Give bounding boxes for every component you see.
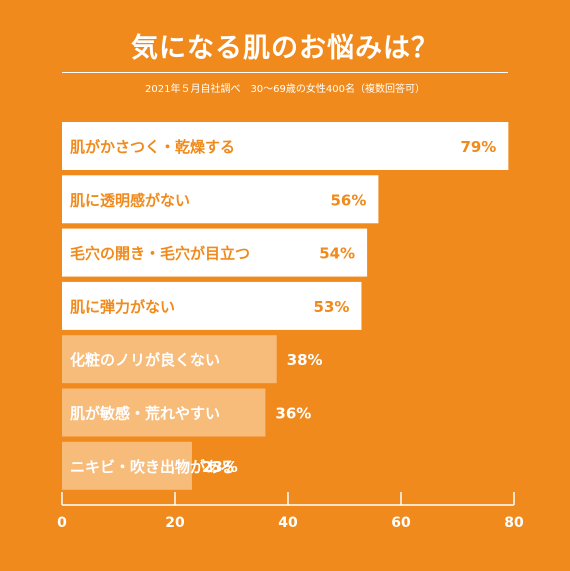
- x-tick-label: 60: [391, 515, 411, 531]
- bar: [62, 441, 192, 490]
- bar: [62, 228, 368, 277]
- bar-value-label: 53%: [314, 298, 350, 316]
- title-divider: [62, 72, 508, 73]
- bar-value-label: 38%: [287, 351, 323, 369]
- x-tick-label: 20: [165, 515, 185, 531]
- bar-category-label: 肌に透明感がない: [70, 191, 190, 209]
- bar-category-label: ニキビ・吹き出物がある: [70, 458, 235, 476]
- x-tick-label: 40: [278, 515, 298, 531]
- bar-category-label: 肌に弾力がない: [70, 298, 175, 316]
- chart-title: 気になる肌のお悩みは？: [131, 33, 439, 64]
- bar-category-label: 肌がかさつく・乾燥する: [70, 138, 235, 156]
- bar-value-label: 23%: [202, 458, 238, 476]
- bar-category-label: 肌が敏感・荒れやすい: [70, 405, 220, 423]
- bar-category-label: 化粧のノリが良くない: [70, 351, 220, 369]
- bar-value-label: 36%: [275, 405, 311, 423]
- bar: [62, 388, 266, 437]
- x-tick-label: 0: [57, 515, 67, 531]
- bar-value-label: 79%: [460, 138, 496, 156]
- bar-value-label: 56%: [330, 191, 366, 209]
- bar: [62, 335, 277, 384]
- bar: [62, 122, 509, 170]
- bar-value-label: 54%: [319, 245, 355, 263]
- chart-subtitle: 2021年５月自社調べ 30～69歳の女性400名（複数回答可）: [145, 84, 425, 95]
- x-tick-label: 80: [504, 515, 524, 531]
- bar: [62, 281, 362, 330]
- bar: [62, 175, 379, 224]
- bar-category-label: 毛穴の開き・毛穴が目立つ: [70, 245, 250, 263]
